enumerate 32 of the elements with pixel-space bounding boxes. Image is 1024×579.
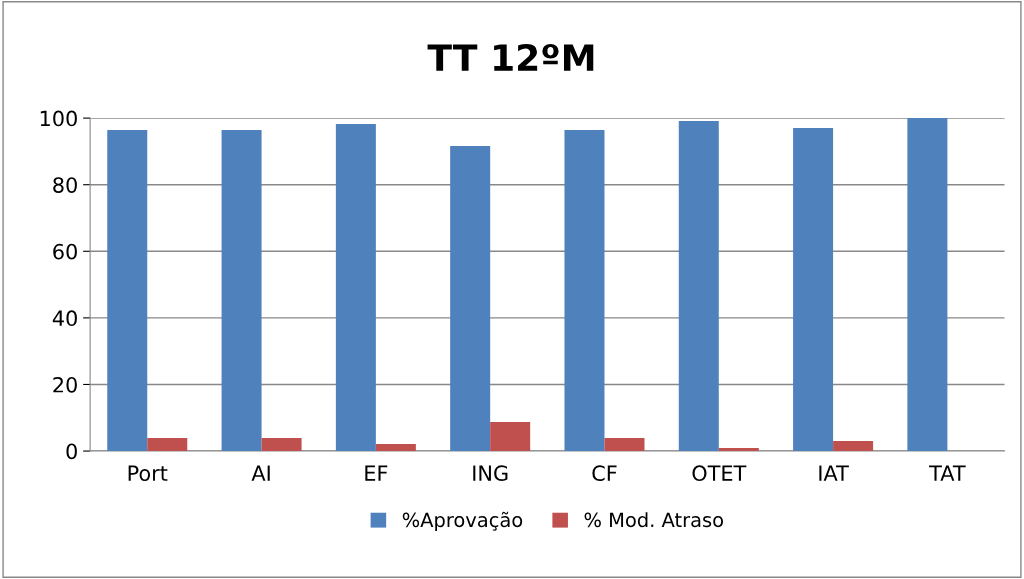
bar	[564, 130, 605, 452]
bar	[450, 146, 491, 452]
x-tick-label: EF	[365, 465, 388, 481]
x-tick-label: AI	[251, 465, 270, 481]
bar	[221, 130, 262, 452]
x-tick-label: IAT	[819, 465, 849, 481]
y-tick-label: 40	[52, 310, 77, 327]
x-tick-label: TAT	[929, 465, 966, 481]
y-tick-label: 80	[53, 177, 77, 193]
bar	[261, 438, 302, 452]
x-tick-label: ING	[473, 465, 508, 482]
x-tick-label: Port	[128, 465, 168, 482]
bar	[604, 438, 645, 452]
bar	[375, 444, 416, 452]
bar	[147, 438, 188, 452]
bar	[793, 128, 834, 452]
bar	[678, 121, 719, 452]
x-tick-label: OTET	[692, 465, 747, 482]
y-tick-label: 20	[53, 376, 77, 393]
y-tick-label: 100	[40, 110, 77, 127]
x-tick-label: CF	[592, 465, 617, 482]
bar	[907, 118, 948, 452]
legend-label: % Mod. Atraso	[584, 512, 723, 528]
bar	[335, 124, 376, 452]
bar	[490, 422, 531, 452]
bar	[718, 448, 759, 452]
y-tick-label: 0	[66, 443, 77, 460]
bar	[107, 130, 148, 452]
y-tick-label: 60	[53, 243, 77, 260]
chart-title: TT 12ºM	[427, 43, 594, 71]
bar	[833, 441, 874, 452]
legend-label: %Aprovação	[402, 511, 523, 531]
